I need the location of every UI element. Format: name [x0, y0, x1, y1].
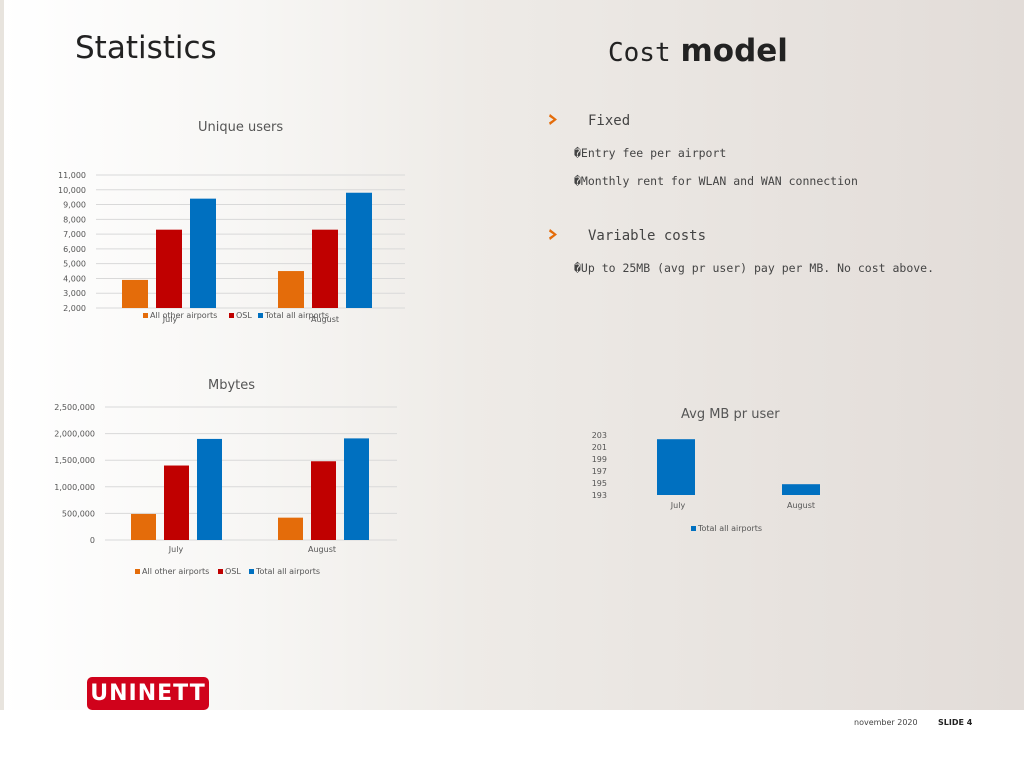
variable-costs-heading: Variable costs: [588, 228, 707, 244]
legend-item: Total all airports: [258, 311, 329, 320]
legend-label: OSL: [236, 311, 252, 320]
bar-total-all-airports-july: [197, 438, 222, 540]
bar-all-other-airports-august: [278, 517, 303, 540]
y-tick-label: 11,000: [58, 171, 86, 180]
y-tick-label: 195: [592, 479, 607, 488]
y-tick-label: 0: [90, 536, 95, 545]
y-tick-label: 10,000: [58, 186, 86, 195]
y-tick-label: 2,500,000: [54, 403, 95, 412]
chevron-right-icon: [549, 114, 557, 125]
legend-swatch: [691, 526, 696, 531]
bar-all-other-airports-august: [278, 271, 304, 308]
footer-band: [0, 710, 1024, 768]
bar-total-all-airports-august: [344, 438, 369, 540]
category-label: July: [168, 545, 184, 554]
bar-osl-august: [311, 461, 336, 540]
fixed-item-entry-fee: �Entry fee per airport: [574, 146, 727, 160]
y-tick-label: 500,000: [62, 509, 95, 518]
y-tick-label: 1,500,000: [54, 456, 95, 465]
legend-label: Total all airports: [698, 524, 763, 533]
y-tick-label: 2,000: [63, 304, 86, 313]
bar-total-all-airports-august: [782, 484, 820, 495]
y-tick-label: 6,000: [63, 245, 86, 254]
legend-swatch: [229, 313, 234, 318]
legend-item: All other airports: [135, 567, 209, 576]
legend-swatch: [258, 313, 263, 318]
bar-all-other-airports-july: [122, 279, 148, 308]
unique-users-chart-title: Unique users: [198, 120, 284, 135]
legend-swatch: [249, 569, 254, 574]
bar-total-all-airports-july: [190, 198, 216, 308]
statistics-title: Statistics: [75, 30, 217, 66]
legend-label: OSL: [225, 567, 241, 576]
y-tick-label: 201: [592, 443, 607, 452]
avg-mb-chart-title: Avg MB pr user: [681, 407, 780, 422]
legend-item: OSL: [218, 567, 241, 576]
legend-label: Total all airports: [256, 567, 321, 576]
category-label: August: [787, 501, 815, 510]
category-label: July: [162, 315, 178, 324]
y-tick-label: 199: [592, 455, 607, 464]
footer-date: november 2020: [854, 718, 918, 727]
legend-label: Total all airports: [265, 311, 330, 320]
legend-item: Total all airports: [691, 524, 762, 533]
category-label: August: [308, 545, 336, 554]
y-tick-label: 197: [592, 467, 607, 476]
category-label: August: [311, 315, 339, 324]
category-label: July: [670, 501, 686, 510]
legend-swatch: [218, 569, 223, 574]
bar-total-all-airports-august: [346, 192, 372, 308]
left-edge-strip: [0, 0, 4, 768]
y-tick-label: 5,000: [63, 260, 86, 269]
variable-item-pay-per-mb: �Up to 25MB (avg pr user) pay per MB. No…: [574, 261, 935, 275]
cost-model-title-word-2: model: [680, 33, 788, 69]
y-tick-label: 8,000: [63, 215, 86, 224]
y-tick-label: 9,000: [63, 201, 86, 210]
mbytes-chart-title: Mbytes: [208, 378, 256, 393]
bar-osl-july: [156, 229, 182, 308]
bar-all-other-airports-july: [131, 513, 156, 540]
legend-label: All other airports: [142, 567, 210, 576]
bar-osl-august: [312, 229, 338, 308]
slide-number: SLIDE 4: [938, 718, 973, 727]
bar-osl-july: [164, 465, 189, 540]
legend-swatch: [143, 313, 148, 318]
cost-model-title-word-1: Cost: [608, 38, 671, 68]
y-tick-label: 3,000: [63, 289, 86, 298]
legend-item: OSL: [229, 311, 252, 320]
y-tick-label: 1,000,000: [54, 483, 95, 492]
y-tick-label: 4,000: [63, 274, 86, 283]
legend-item: All other airports: [143, 311, 217, 320]
bar-total-all-airports-july: [657, 439, 695, 495]
y-tick-label: 7,000: [63, 230, 86, 239]
legend-item: Total all airports: [249, 567, 320, 576]
y-tick-label: 2,000,000: [54, 430, 95, 439]
legend-label: All other airports: [150, 311, 218, 320]
fixed-item-monthly-rent: �Monthly rent for WLAN and WAN connectio…: [574, 174, 858, 188]
legend-swatch: [135, 569, 140, 574]
y-tick-label: 203: [592, 431, 607, 440]
fixed-heading: Fixed: [588, 113, 631, 129]
y-tick-label: 193: [592, 491, 607, 500]
chevron-right-icon: [549, 229, 557, 240]
uninett-logo: UNINETT: [87, 677, 209, 710]
cost-model-title: Cost model: [608, 33, 788, 69]
